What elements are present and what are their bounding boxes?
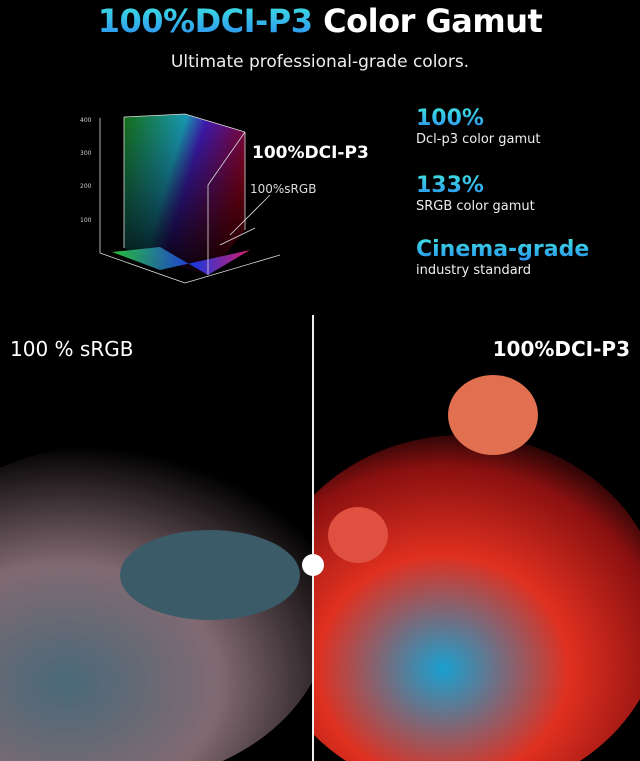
srgb-caption: 100 % sRGB: [10, 337, 134, 361]
subtitle: Ultimate professional-grade colors.: [170, 52, 470, 72]
dci-p3-label: 100%DCI-P3: [252, 143, 369, 163]
stat-cinema: Cinema-grade industry standard: [416, 237, 589, 278]
tick-200: 200: [80, 183, 92, 190]
gamut-graphic: 400 300 200 100: [60, 100, 360, 300]
tick-300: 300: [80, 150, 92, 157]
page-title: 100%DCI-P3 Color Gamut: [0, 2, 640, 40]
stat-dci-p3: 100% Dcl-p3 color gamut: [416, 106, 540, 147]
stat-label: industry standard: [416, 263, 532, 278]
stat-value: 100%: [416, 106, 540, 131]
dci-p3-caption: 100%DCI-P3: [492, 337, 630, 361]
y-axis-ticks: 400 300 200 100: [80, 117, 92, 224]
srgb-fish-image: [0, 315, 313, 761]
tick-400: 400: [80, 117, 92, 124]
tick-100: 100: [80, 217, 92, 224]
slider-handle[interactable]: [302, 554, 324, 576]
srgb-label: 100%sRGB: [250, 182, 317, 196]
stat-value: 133%: [416, 173, 535, 198]
stat-label: SRGB color gamut: [416, 199, 535, 214]
title-rest: Color Gamut: [312, 2, 543, 40]
stat-label: Dcl-p3 color gamut: [416, 132, 541, 147]
title-highlight: 100%DCI-P3: [97, 2, 313, 40]
stat-srgb: 133% SRGB color gamut: [416, 173, 535, 214]
comparison-slider[interactable]: 100 % sRGB 100%DCI-P3: [0, 315, 640, 761]
slider-divider[interactable]: [312, 315, 314, 761]
stat-value: Cinema-grade: [416, 237, 590, 262]
dci-p3-fish-image: [313, 315, 640, 761]
